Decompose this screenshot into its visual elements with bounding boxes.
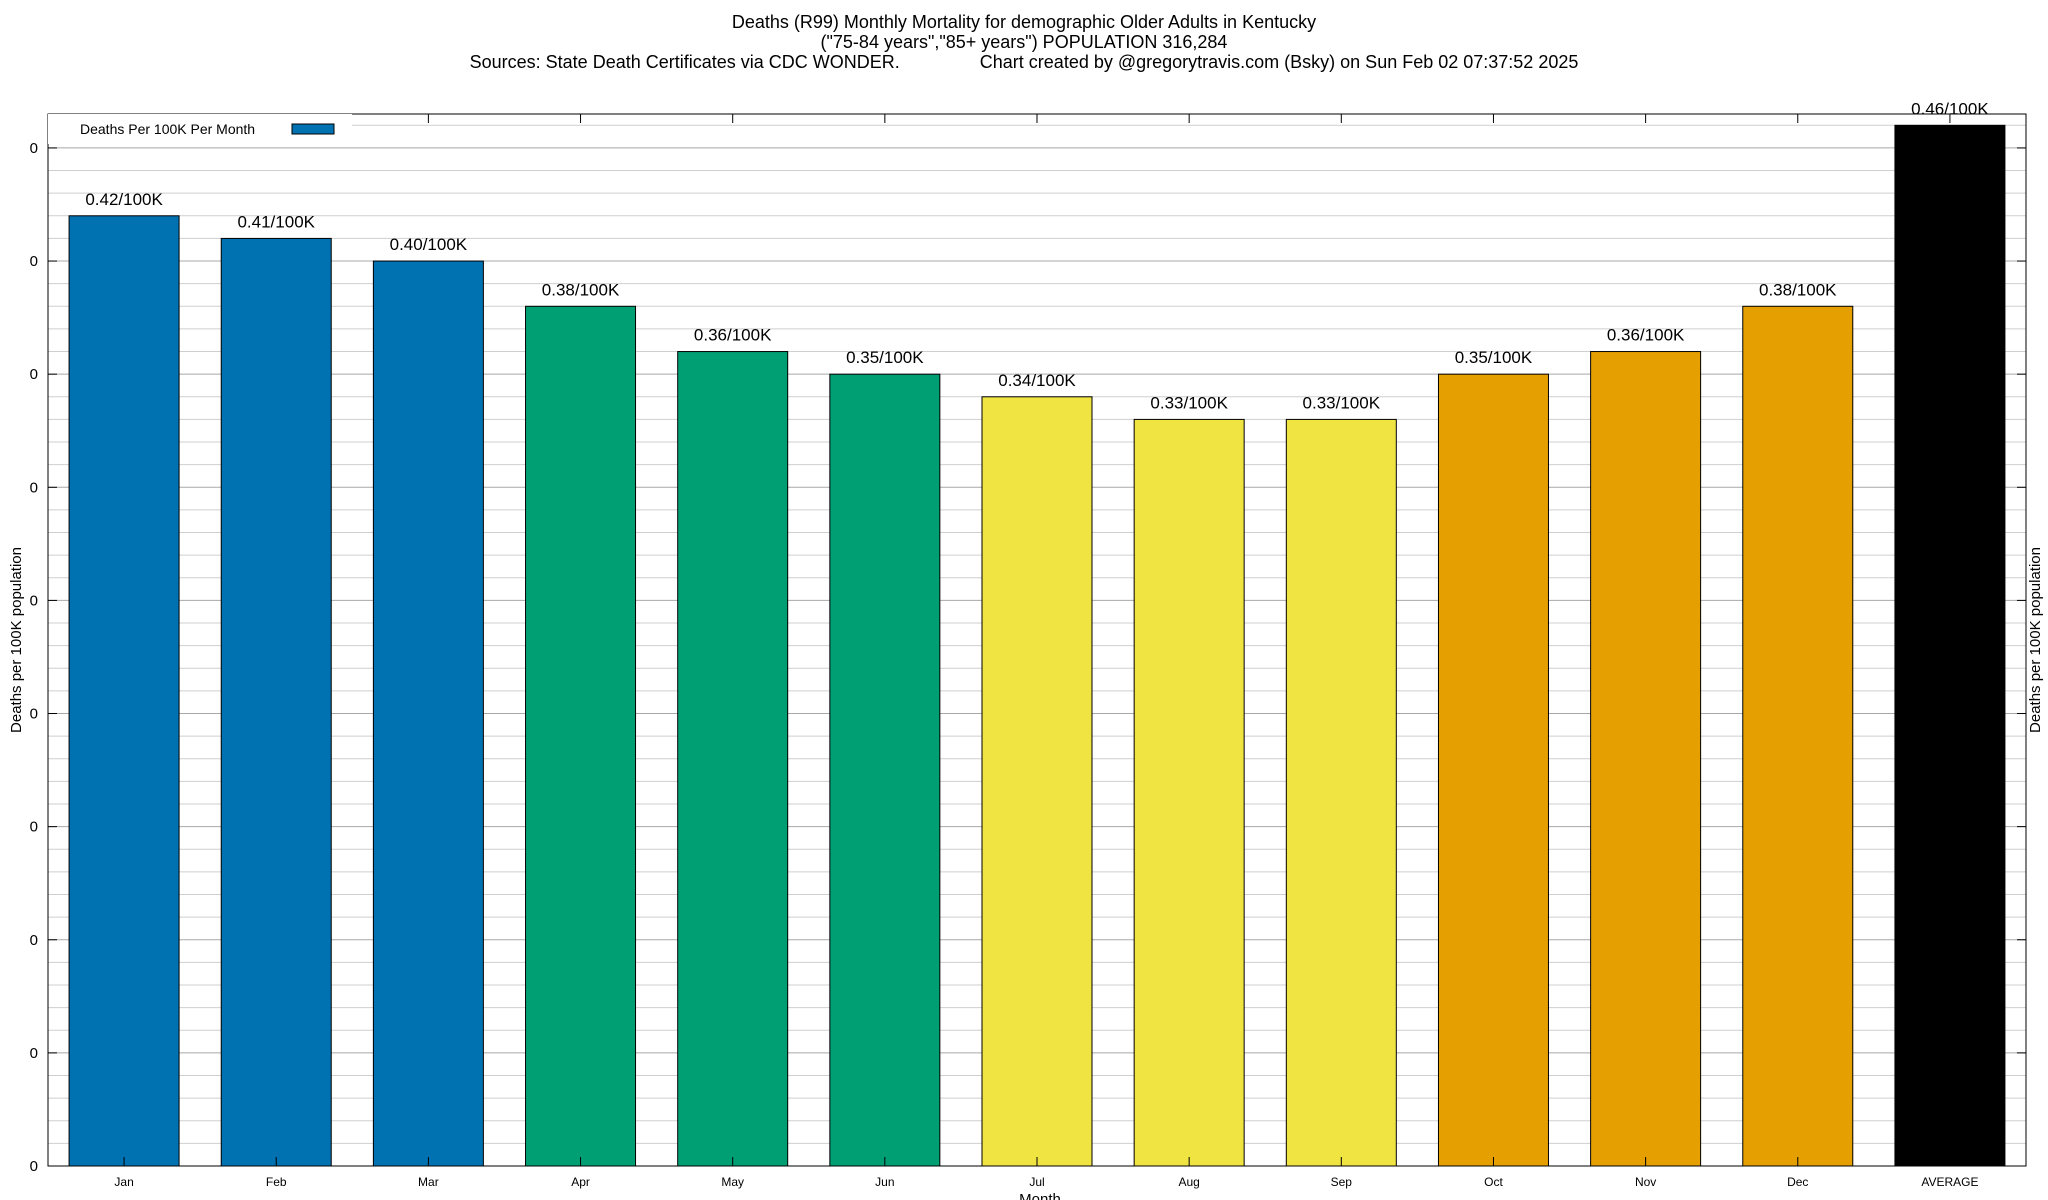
data-label-feb: 0.41/100K	[237, 212, 315, 231]
y2-axis-title: Deaths per 100K population	[2027, 547, 2044, 733]
y-tick-label: 0	[30, 366, 38, 383]
x-axis-title: Month	[1019, 1191, 1061, 1200]
y-tick-label: 0	[30, 1158, 38, 1175]
bar-sep	[1285, 418, 1397, 1167]
data-label-may: 0.36/100K	[694, 326, 772, 345]
data-label-jan: 0.42/100K	[85, 190, 163, 209]
x-tick-label-average: AVERAGE	[1921, 1175, 1978, 1189]
bar-apr	[525, 305, 637, 1167]
bar-aug	[1133, 418, 1245, 1167]
chart-sources: Sources: State Death Certificates via CD…	[469, 52, 900, 72]
data-label-apr: 0.38/100K	[542, 280, 620, 299]
legend-swatch	[291, 123, 335, 135]
bar-oct	[1437, 373, 1549, 1167]
bar-jul	[981, 396, 1093, 1167]
legend: Deaths Per 100K Per Month	[48, 114, 352, 144]
x-tick-label-jun: Jun	[875, 1175, 894, 1189]
y-tick-label: 0	[30, 592, 38, 609]
y-tick-label: 0	[30, 706, 38, 723]
x-tick-label-dec: Dec	[1787, 1175, 1808, 1189]
data-label-jul: 0.34/100K	[998, 371, 1076, 390]
data-label-average: 0.46/100K	[1911, 99, 1989, 118]
chart-sources-line: Sources: State Death Certificates via CD…	[0, 52, 2048, 72]
data-label-aug: 0.33/100K	[1150, 393, 1228, 412]
x-tick-label-jul: Jul	[1029, 1175, 1044, 1189]
y-axis-title: Deaths per 100K population	[8, 547, 25, 733]
x-tick-label-aug: Aug	[1178, 1175, 1199, 1189]
data-label-sep: 0.33/100K	[1303, 393, 1381, 412]
bar-nov	[1590, 351, 1702, 1167]
axis-ticks: 0 0 0 0 0 0 0 0 0 0 Jan Feb Mar Apr May Jun Jul Aug Sep Oct…	[30, 114, 2026, 1189]
chart-title: Deaths (R99) Monthly Mortality for demog…	[731, 12, 1317, 32]
chart-credit: Chart created by @gregorytravis.com (Bsk…	[979, 52, 1579, 72]
bar-jun	[829, 373, 941, 1167]
bar-mar	[372, 260, 484, 1167]
x-tick-label-mar: Mar	[418, 1175, 439, 1189]
bar-dec	[1742, 305, 1854, 1167]
x-tick-label-oct: Oct	[1484, 1175, 1503, 1189]
x-tick-label-apr: Apr	[571, 1175, 590, 1189]
x-tick-label-jan: Jan	[114, 1175, 133, 1189]
bar-jan	[68, 215, 180, 1167]
bar-may	[677, 351, 789, 1167]
data-label-oct: 0.35/100K	[1455, 348, 1533, 367]
data-label-mar: 0.40/100K	[390, 235, 468, 254]
bars	[68, 124, 2006, 1167]
legend-label: Deaths Per 100K Per Month	[80, 121, 255, 137]
y-tick-label: 0	[30, 1045, 38, 1062]
chart-subtitle: ("75-84 years","85+ years") POPULATION 3…	[820, 32, 1228, 52]
chart-title-block: Deaths (R99) Monthly Mortality for demog…	[0, 12, 2048, 72]
data-label-jun: 0.35/100K	[846, 348, 924, 367]
y-tick-label: 0	[30, 819, 38, 836]
bar-average	[1894, 124, 2006, 1167]
x-tick-label-may: May	[721, 1175, 744, 1189]
data-label-nov: 0.36/100K	[1607, 326, 1685, 345]
y-tick-label: 0	[30, 140, 38, 157]
y-tick-label: 0	[30, 253, 38, 270]
data-label-dec: 0.38/100K	[1759, 280, 1837, 299]
data-labels: 0.42/100K 0.41/100K 0.40/100K 0.38/100K 0.36…	[85, 99, 1989, 412]
y-tick-label: 0	[30, 932, 38, 949]
x-tick-label-sep: Sep	[1331, 1175, 1353, 1189]
y-tick-label: 0	[30, 479, 38, 496]
bar-feb	[220, 237, 332, 1167]
x-tick-label-nov: Nov	[1635, 1175, 1656, 1189]
x-tick-label-feb: Feb	[266, 1175, 287, 1189]
